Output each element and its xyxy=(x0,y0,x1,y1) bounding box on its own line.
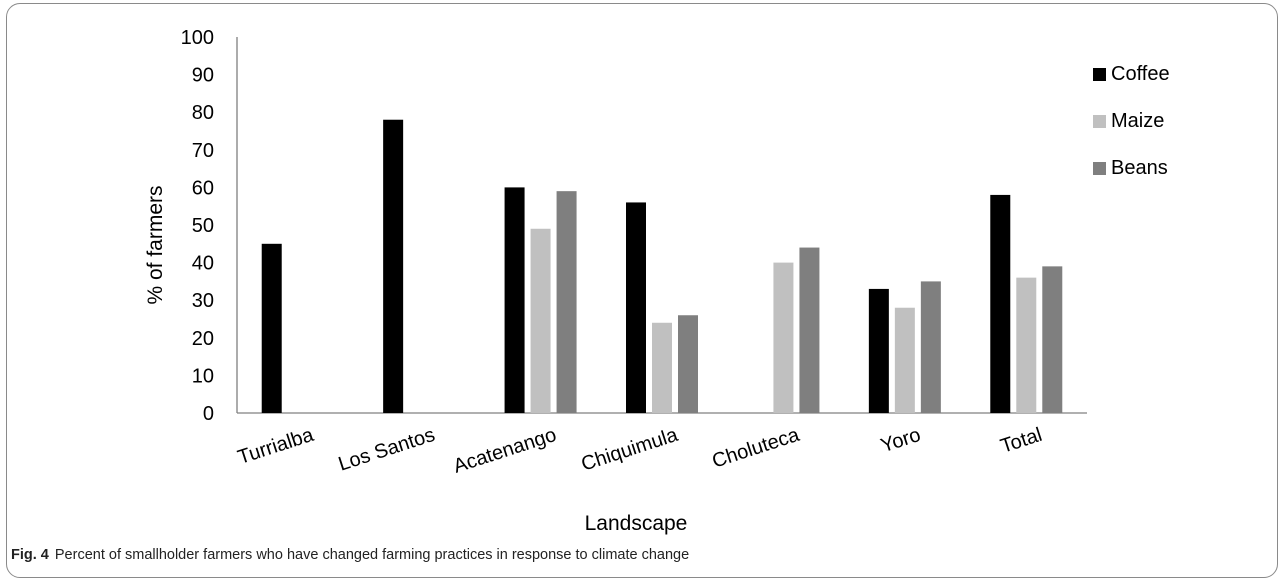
legend-swatch-coffee xyxy=(1093,68,1106,81)
legend-label-coffee: Coffee xyxy=(1111,63,1170,85)
y-tick-label: 60 xyxy=(192,177,214,199)
bar-beans-choluteca xyxy=(799,247,820,413)
x-tick-label: Turrialba xyxy=(235,424,317,469)
bar-beans-acatenango xyxy=(556,191,577,413)
bar-maize-acatenango xyxy=(530,228,551,413)
legend-swatch-beans xyxy=(1093,162,1106,175)
x-tick-label: Choluteca xyxy=(710,424,803,473)
figure-caption: Fig. 4 Percent of smallholder farmers who… xyxy=(11,547,689,563)
bar-coffee-total xyxy=(990,194,1011,413)
y-tick-label: 0 xyxy=(203,403,214,425)
chart-bars xyxy=(261,119,1063,413)
bar-coffee-turrialba xyxy=(261,243,282,413)
y-tick-label: 100 xyxy=(181,27,214,49)
y-tick-label: 20 xyxy=(192,328,214,350)
bar-maize-choluteca xyxy=(773,262,794,413)
legend-label-beans: Beans xyxy=(1111,157,1168,179)
x-tick-label: Total xyxy=(998,424,1045,458)
caption-label: Fig. 4 xyxy=(11,547,49,563)
y-tick-label: 10 xyxy=(192,365,214,387)
y-tick-labels: 0 10 20 30 40 50 60 70 80 90 100 xyxy=(181,27,214,425)
bar-beans-chiquimula xyxy=(678,315,698,413)
x-axis-label: Landscape xyxy=(585,512,688,535)
legend-swatch-maize xyxy=(1093,115,1106,128)
x-tick-label: Yoro xyxy=(878,424,923,457)
legend-label-maize: Maize xyxy=(1111,110,1164,132)
bar-beans-yoro xyxy=(920,281,941,413)
bar-coffee-chiquimula xyxy=(626,202,646,413)
chart-legend: Coffee Maize Beans xyxy=(1093,63,1170,179)
y-tick-label: 90 xyxy=(192,65,214,87)
bar-beans-total xyxy=(1042,266,1063,413)
y-tick-label: 40 xyxy=(192,253,214,275)
y-tick-label: 70 xyxy=(192,140,214,162)
bar-coffee-acatenango xyxy=(504,187,525,413)
x-tick-label: Chiquimula xyxy=(579,424,682,476)
y-tick-label: 50 xyxy=(192,215,214,237)
x-tick-label: Acatenango xyxy=(451,424,559,478)
y-tick-label: 80 xyxy=(192,102,214,124)
x-tick-labels: Turrialba Los Santos Acatenango Chiquimula C… xyxy=(235,424,1045,478)
bar-coffee-los-santos xyxy=(383,119,404,413)
bar-maize-total xyxy=(1016,277,1037,413)
figure-frame xyxy=(6,3,1278,578)
bar-coffee-yoro xyxy=(868,288,889,413)
y-tick-label: 30 xyxy=(192,290,214,312)
bar-maize-chiquimula xyxy=(652,322,672,413)
bar-maize-yoro xyxy=(894,307,915,413)
x-tick-label: Los Santos xyxy=(336,424,438,476)
caption-text: Percent of smallholder farmers who have … xyxy=(54,547,690,563)
y-axis-label: % of farmers xyxy=(144,185,167,304)
